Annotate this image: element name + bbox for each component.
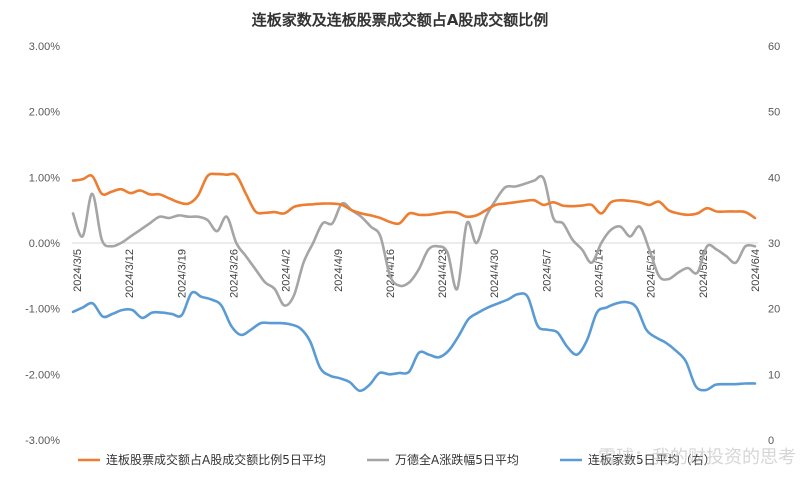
y-left-tick-label: 0.00% (29, 238, 60, 250)
y-right-tick-label: 60 (768, 41, 780, 53)
legend-label: 连板股票成交额占A股成交额比例5日平均 (106, 452, 326, 467)
y-right-tick-label: 40 (768, 172, 780, 184)
x-tick-label: 2024/4/9 (333, 249, 345, 292)
y-left-tick-label: 3.00% (29, 41, 60, 53)
x-tick-label: 2024/3/12 (124, 249, 136, 298)
x-tick-label: 2024/4/23 (437, 249, 449, 298)
x-axis: 2024/3/5 2024/3/12 2024/3/19 2024/3/26 2024/… (72, 249, 762, 298)
x-tick-label: 2024/4/2 (281, 249, 293, 292)
x-tick-label: 2024/3/5 (72, 249, 84, 292)
y-right-tick-label: 30 (768, 238, 780, 250)
y-right-tick-label: 0 (768, 435, 774, 447)
x-tick-label: 2024/4/30 (489, 249, 501, 298)
watermark-text: 雪球：我的财投资的思考 (598, 447, 796, 468)
y-left-tick-label: -1.00% (25, 304, 60, 316)
series-line-0 (71, 172, 757, 226)
x-tick-label: 2024/3/26 (228, 249, 240, 298)
y-axis-left: 3.00% 2.00% 1.00% 0.00% -1.00% -2.00% -3.00% (25, 41, 60, 447)
x-tick-label: 2024/6/4 (750, 249, 762, 292)
x-tick-label: 2024/5/7 (541, 249, 553, 292)
series-line-1 (71, 174, 757, 307)
y-right-tick-label: 10 (768, 369, 780, 381)
series-layer (71, 172, 757, 393)
legend: 连板股票成交额占A股成交额比例5日平均 万德全A涨跌幅5日平均 连板家数5日平均（右… (78, 452, 716, 467)
legend-label: 连板家数5日平均（右） (588, 452, 716, 467)
y-left-tick-label: -2.00% (25, 369, 60, 381)
y-left-tick-label: -3.00% (25, 435, 60, 447)
x-tick-label: 2024/5/21 (646, 249, 658, 298)
legend-label: 万德全A涨跌幅5日平均 (395, 452, 519, 467)
y-right-tick-label: 50 (768, 107, 780, 119)
y-right-tick-label: 20 (768, 304, 780, 316)
x-tick-label: 2024/3/19 (176, 249, 188, 298)
x-tick-label: 2024/5/14 (594, 249, 606, 298)
y-left-tick-label: 2.00% (29, 107, 60, 119)
chart-title: 连板家数及连板股票成交额占A股成交额比例 (252, 11, 549, 29)
series-line-2 (71, 290, 757, 393)
y-axis-right: 60 50 40 30 20 10 0 (768, 41, 780, 447)
x-tick-label: 2024/4/16 (385, 249, 397, 298)
y-left-tick-label: 1.00% (29, 172, 60, 184)
